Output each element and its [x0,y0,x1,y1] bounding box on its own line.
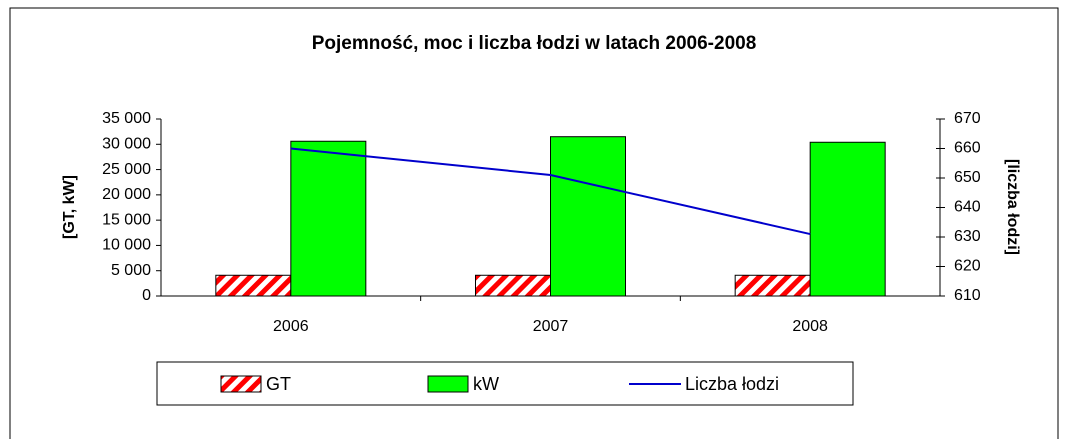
bar [475,274,551,297]
y-tick-label: 30 000 [102,136,151,153]
legend-label: GT [266,374,291,394]
y2-tick-label: 630 [954,228,981,245]
legend-swatch [220,375,262,393]
y-tick-label: 10 000 [102,237,151,254]
chart-title: Pojemność, moc i liczba łodzi w latach 2… [312,33,757,54]
legend-box [156,361,854,406]
legend-label: kW [473,374,499,394]
x-tick-label: 2007 [533,318,569,335]
bar [290,140,367,297]
x-tick-label: 2006 [273,318,309,335]
y-tick-label: 20 000 [102,186,151,203]
bar [734,274,811,297]
y2-tick-label: 650 [954,169,981,186]
legend-swatch [427,375,469,393]
y-tick-label: 15 000 [102,211,151,228]
y-tick-label: 35 000 [102,110,151,127]
line-series [290,147,811,236]
y2-tick-label: 610 [954,287,981,304]
y2-tick-label: 670 [954,110,981,127]
legend-label: Liczba łodzi [685,374,779,394]
y-tick-label: 25 000 [102,161,151,178]
bar [550,136,626,297]
y-axis-title: [GT, kW] [61,175,78,239]
x-tick-label: 2008 [792,318,828,335]
y2-tick-label: 620 [954,258,981,275]
y2-axis-title: [liczba łodzi] [1004,159,1021,255]
bar [215,274,292,297]
y-tick-label: 0 [142,287,151,304]
y2-tick-label: 660 [954,140,981,157]
y-tick-label: 5 000 [111,262,151,279]
y2-tick-label: 640 [954,199,981,216]
bar [809,141,886,297]
